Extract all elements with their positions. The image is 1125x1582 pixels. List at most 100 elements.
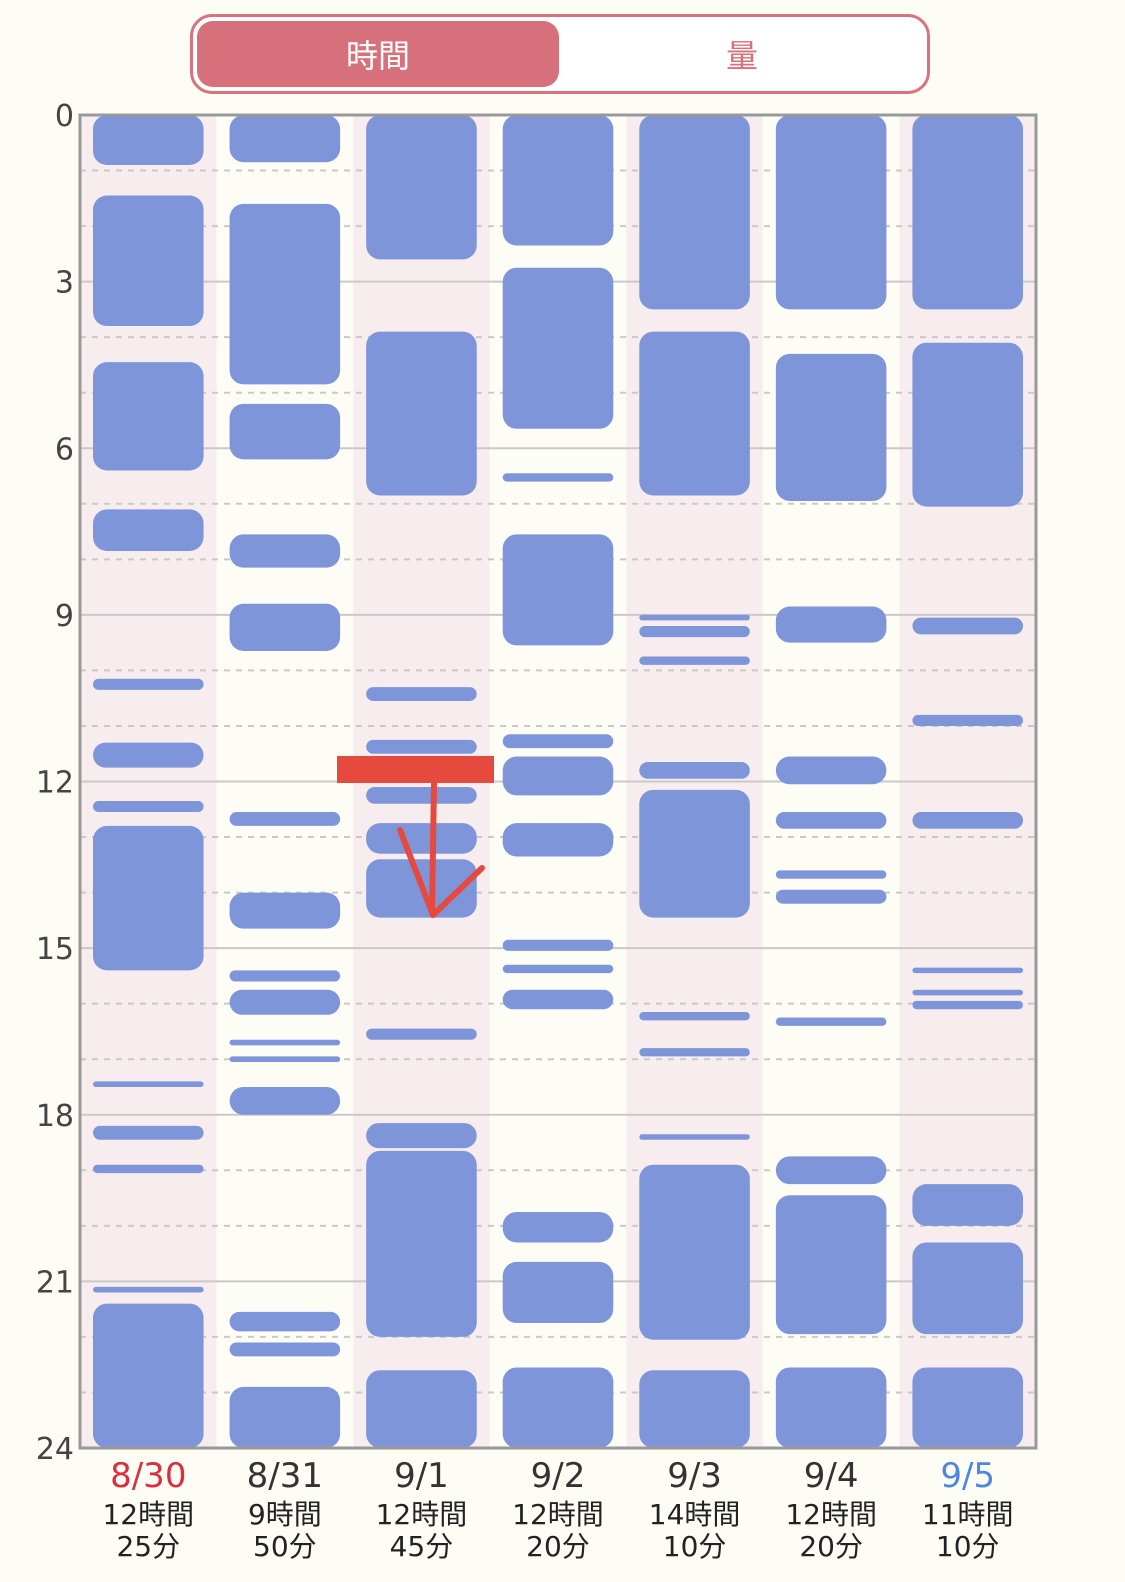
sleep-block (639, 1370, 750, 1448)
sleep-block (93, 1164, 204, 1174)
sleep-block (93, 115, 204, 165)
sleep-block (366, 1123, 477, 1149)
sleep-block (502, 964, 614, 974)
sleep-block (93, 678, 204, 690)
day-date-label: 9/4 (804, 1456, 859, 1496)
plot-border (78, 113, 1038, 1450)
sleep-block (775, 1156, 887, 1185)
sleep-block (229, 603, 341, 651)
day-date-label: 9/3 (667, 1456, 722, 1496)
annotation-arrow-shaft (429, 780, 437, 915)
sleep-block (229, 1056, 341, 1062)
sleep-block (912, 342, 1023, 507)
day-total-minutes: 10分 (663, 1530, 727, 1563)
sleep-block (502, 734, 614, 749)
sleep-block (775, 889, 887, 904)
sleep-block (229, 989, 341, 1015)
day-total-minutes: 50分 (253, 1530, 317, 1563)
sleep-block (366, 1370, 477, 1448)
sleep-block (229, 1342, 341, 1357)
sleep-block (912, 1000, 1023, 1010)
sleep-block (912, 115, 1023, 310)
sleep-block (93, 742, 204, 768)
sleep-block (775, 606, 887, 643)
sleep-block (912, 812, 1023, 829)
sleep-block (639, 1048, 750, 1057)
sleep-block (502, 1211, 614, 1243)
sleep-block (366, 1150, 477, 1337)
sleep-block (502, 1367, 614, 1448)
sleep-block (366, 787, 477, 804)
day-total-minutes: 45分 (390, 1530, 454, 1563)
day-date-label: 9/5 (940, 1456, 995, 1496)
day-total-hours: 11時間 (922, 1498, 1014, 1531)
sleep-block (639, 1011, 750, 1021)
sleep-block (229, 1039, 341, 1046)
time-tab[interactable]: 時間 (197, 21, 559, 87)
sleep-block (912, 617, 1023, 635)
sleep-block (93, 362, 204, 471)
amount-tab[interactable]: 量 (725, 37, 758, 75)
day-total-minutes: 20分 (526, 1530, 590, 1563)
sleep-block (366, 739, 477, 754)
sleep-block (775, 870, 887, 879)
sleep-block (502, 989, 614, 1010)
sleep-block (502, 939, 614, 951)
sleep-block (912, 989, 1023, 996)
day-total-hours: 14時間 (649, 1498, 741, 1531)
sleep-block (229, 892, 341, 929)
sleep-block (229, 403, 341, 460)
day-date-label: 8/31 (247, 1456, 323, 1496)
sleep-block (366, 823, 477, 854)
sleep-block (775, 1367, 887, 1448)
sleep-block (93, 1125, 204, 1140)
sleep-block (912, 967, 1023, 974)
day-date-label: 9/2 (531, 1456, 586, 1496)
sleep-block (229, 1386, 341, 1448)
sleep-block (229, 812, 341, 826)
sleep-block (775, 756, 887, 785)
y-tick-label: 9 (55, 599, 74, 634)
day-total-hours: 12時間 (102, 1498, 194, 1531)
sleep-block (639, 789, 750, 918)
day-total-minutes: 10分 (936, 1530, 1000, 1563)
sleep-block (93, 195, 204, 327)
sleep-block (366, 687, 477, 701)
day-total-hours: 12時間 (512, 1498, 604, 1531)
day-total-minutes: 20分 (799, 1530, 863, 1563)
day-date-label: 9/1 (394, 1456, 449, 1496)
sleep-block (229, 203, 341, 385)
sleep-block (639, 762, 750, 779)
sleep-block (93, 1286, 204, 1293)
sleep-block (502, 115, 614, 246)
sleep-block (639, 614, 750, 621)
sleep-block (502, 534, 614, 646)
sleep-block (229, 1086, 341, 1115)
sleep-block (775, 812, 887, 829)
y-tick-label: 12 (36, 766, 74, 801)
sleep-block (912, 1242, 1023, 1335)
y-tick-label: 0 (55, 99, 74, 134)
sleep-block (639, 656, 750, 665)
sleep-block (502, 267, 614, 429)
sleep-block (912, 714, 1023, 726)
sleep-block (639, 625, 750, 638)
sleep-block (912, 1367, 1023, 1448)
y-tick-label: 3 (55, 266, 74, 301)
sleep-block (502, 756, 614, 796)
day-total-minutes: 25分 (116, 1530, 180, 1563)
sleep-block (775, 1017, 887, 1026)
sleep-block (366, 331, 477, 496)
y-tick-label: 21 (36, 1265, 74, 1300)
sleep-block (639, 115, 750, 310)
sleep-block (502, 823, 614, 857)
y-tick-label: 24 (36, 1432, 74, 1467)
sleep-block (639, 1134, 750, 1140)
sleep-block (775, 1195, 887, 1335)
y-tick-label: 18 (36, 1099, 74, 1134)
sleep-block (229, 534, 341, 568)
sleep-block (93, 509, 204, 552)
sleep-block (229, 1311, 341, 1332)
day-total-hours: 12時間 (785, 1498, 877, 1531)
sleep-block (366, 1028, 477, 1040)
